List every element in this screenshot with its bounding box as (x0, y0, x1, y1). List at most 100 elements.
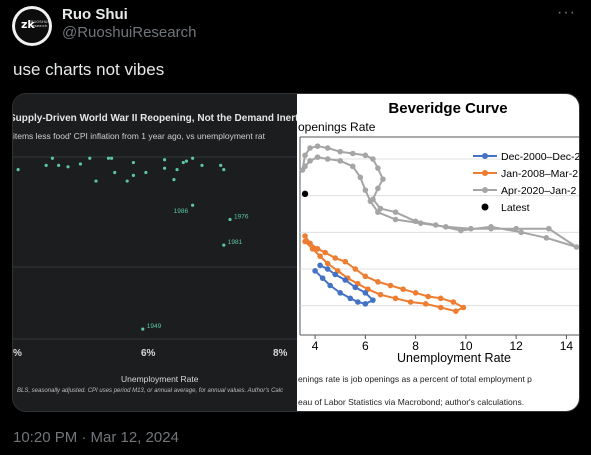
series-point (352, 266, 359, 272)
scatter-point (131, 160, 136, 165)
x-tick-label: 6% (141, 348, 156, 359)
series-point (337, 158, 344, 164)
scatter-point (219, 163, 223, 167)
y-axis-label: openings Rate (298, 120, 376, 134)
avatar-logo-mark: zk (21, 18, 35, 31)
scatter-point (144, 170, 148, 175)
legend-label: Apr-2020–Jan-2 (501, 185, 576, 197)
series-point (422, 301, 429, 307)
series-point (302, 152, 308, 159)
series-point (375, 209, 381, 215)
series-point (314, 246, 321, 252)
beveridge-chart: Beveridge Curve openings Rate 4 6 8 10 12 14 … (298, 100, 579, 407)
chart-source: eau of Labor Statistics via Macrobond; a… (298, 397, 524, 407)
series-point (513, 225, 519, 232)
tweet-text: use charts not vibes (13, 60, 165, 79)
scatter-point (181, 160, 185, 165)
left-chart-title: Supply-Driven World War II Reopening, No… (13, 113, 297, 124)
series-point (377, 291, 384, 298)
series-point (450, 299, 457, 305)
series-point (468, 225, 474, 232)
scatter-point (16, 168, 20, 172)
legend: Dec-2000–Dec-2 Jan-2008–Mar-2 Apr-2020–J… (473, 151, 579, 214)
scatter-point (228, 217, 232, 222)
series-point (309, 246, 316, 252)
x-tick-label: 6 (362, 339, 369, 353)
left-chart-panel: Supply-Driven World War II Reopening, No… (13, 94, 299, 411)
series-point (370, 297, 376, 303)
series-point (307, 158, 313, 164)
series-point (332, 255, 338, 261)
x-axis-label: Unemployment Rate (397, 351, 511, 365)
series-point (307, 145, 313, 151)
x-tick-label: % (13, 348, 22, 359)
scatter-point (200, 163, 204, 167)
series-point (375, 185, 381, 192)
author-name[interactable]: Ruo Shui (62, 6, 128, 23)
series-point (324, 145, 331, 151)
series-point (342, 277, 349, 283)
series-point (349, 150, 356, 157)
series-point (362, 273, 369, 280)
scatter-point (78, 162, 83, 166)
scatter-point (222, 168, 226, 172)
series-point (437, 295, 444, 302)
series-lines (299, 143, 579, 314)
series-point (488, 225, 494, 232)
point-label: 1986 (174, 208, 189, 215)
tweet-media[interactable]: Supply-Driven World War II Reopening, No… (12, 93, 580, 412)
legend-label: Latest (501, 202, 530, 214)
more-horizontal-icon[interactable]: ··· (557, 4, 576, 21)
series-point (370, 156, 376, 162)
series-point (332, 271, 338, 278)
scatter-point (44, 163, 48, 167)
right-chart-panel: Beveridge Curve openings Rate 4 6 8 10 12 14 … (297, 94, 579, 411)
x-tick-label: 8 (412, 339, 419, 353)
series-point (380, 176, 386, 182)
scatter-point (191, 156, 195, 160)
legend-label: Jan-2008–Mar-2 (501, 168, 578, 180)
series-point (347, 295, 354, 302)
point-label: 1976 (234, 213, 249, 220)
x-ticks: 4 6 8 10 12 14 (312, 335, 574, 353)
series-point (425, 293, 431, 300)
series-point (362, 301, 369, 307)
series-point (352, 284, 359, 291)
scatter-point (162, 166, 167, 170)
series-point (324, 156, 331, 162)
scatter-point (106, 156, 111, 160)
series-point (442, 224, 449, 230)
author-handle[interactable]: @RuoshuiResearch (62, 24, 197, 41)
scatter-point (125, 179, 129, 183)
series-point (387, 282, 394, 289)
scatter-point (191, 203, 195, 207)
series-point (407, 299, 414, 305)
x-tick-label: 4 (312, 339, 319, 353)
x-tick-label: 14 (560, 339, 574, 353)
legend-latest-marker (481, 203, 489, 211)
series-point (453, 308, 459, 314)
series-point (324, 260, 331, 267)
avatar[interactable]: zk RUOSHUI research (12, 6, 52, 46)
series-point (327, 282, 333, 289)
avatar-logo-text-line: RUOSHUI (31, 19, 49, 24)
series-point (543, 235, 550, 241)
chart-note: enings rate is job openings as a percent… (298, 374, 532, 384)
scatter-point (66, 165, 70, 169)
series-point (400, 286, 406, 292)
scatter-point (50, 156, 54, 160)
x-tick-label: 12 (509, 339, 523, 353)
series-line (314, 264, 374, 305)
series-point (392, 209, 399, 215)
scatter-points: 1986 1976 1981 1949 (16, 156, 249, 331)
series-point (307, 240, 313, 247)
tweet-timestamp[interactable]: 10:20 PM · Mar 12, 2024 (13, 429, 179, 446)
series-point (392, 295, 399, 302)
series-point (355, 299, 361, 305)
left-chart-subtitle: items less food' CPI inflation from 1 ye… (13, 131, 266, 141)
legend-swatch-marker (482, 170, 488, 176)
scatter-chart: Supply-Driven World War II Reopening, No… (13, 113, 299, 394)
series-point (432, 222, 439, 228)
scatter-point (57, 163, 61, 167)
series-point (417, 220, 424, 226)
